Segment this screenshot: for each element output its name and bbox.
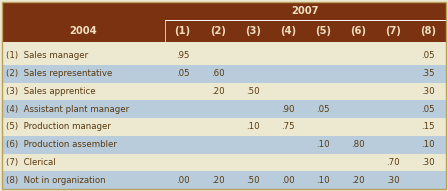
Text: .10: .10 [422,140,435,149]
Text: .20: .20 [211,176,224,185]
Text: .60: .60 [211,69,224,78]
FancyBboxPatch shape [2,100,446,118]
Text: (6)  Production assembler: (6) Production assembler [6,140,117,149]
Text: .30: .30 [422,87,435,96]
Text: .50: .50 [246,87,260,96]
Text: 2004: 2004 [69,26,97,36]
FancyBboxPatch shape [2,154,446,171]
Text: .00: .00 [176,176,190,185]
Text: .30: .30 [387,176,400,185]
Text: .90: .90 [281,105,295,114]
Text: (7): (7) [385,26,401,36]
Text: .05: .05 [316,105,330,114]
Text: .70: .70 [387,158,400,167]
Text: (4)  Assistant plant manager: (4) Assistant plant manager [6,105,129,114]
FancyBboxPatch shape [2,2,446,42]
Text: .80: .80 [351,140,365,149]
Text: .10: .10 [316,176,330,185]
Text: .20: .20 [351,176,365,185]
Text: .05: .05 [176,69,190,78]
Text: .35: .35 [422,69,435,78]
Text: (5): (5) [315,26,331,36]
Text: .20: .20 [211,87,224,96]
Text: .75: .75 [281,122,295,131]
FancyBboxPatch shape [2,47,446,65]
Text: (4): (4) [280,26,296,36]
Text: .15: .15 [422,122,435,131]
Text: (1)  Sales manager: (1) Sales manager [6,51,88,60]
Text: (8)  Not in organization: (8) Not in organization [6,176,106,185]
Text: (3)  Sales apprentice: (3) Sales apprentice [6,87,95,96]
Text: .10: .10 [246,122,260,131]
Text: .05: .05 [422,105,435,114]
FancyBboxPatch shape [2,118,446,136]
Text: (3): (3) [245,26,261,36]
FancyBboxPatch shape [2,171,446,189]
Text: (8): (8) [420,26,436,36]
Text: (2)  Sales representative: (2) Sales representative [6,69,112,78]
Text: .05: .05 [422,51,435,60]
FancyBboxPatch shape [2,65,446,83]
Text: 2007: 2007 [292,6,319,16]
Text: (6): (6) [350,26,366,36]
FancyBboxPatch shape [2,83,446,100]
Text: .95: .95 [176,51,190,60]
Text: (2): (2) [210,26,226,36]
Text: .00: .00 [281,176,295,185]
Text: .30: .30 [422,158,435,167]
Text: .10: .10 [316,140,330,149]
Text: (1): (1) [175,26,191,36]
Text: (5)  Production manager: (5) Production manager [6,122,111,131]
FancyBboxPatch shape [2,136,446,154]
Text: .50: .50 [246,176,260,185]
Text: (7)  Clerical: (7) Clerical [6,158,56,167]
